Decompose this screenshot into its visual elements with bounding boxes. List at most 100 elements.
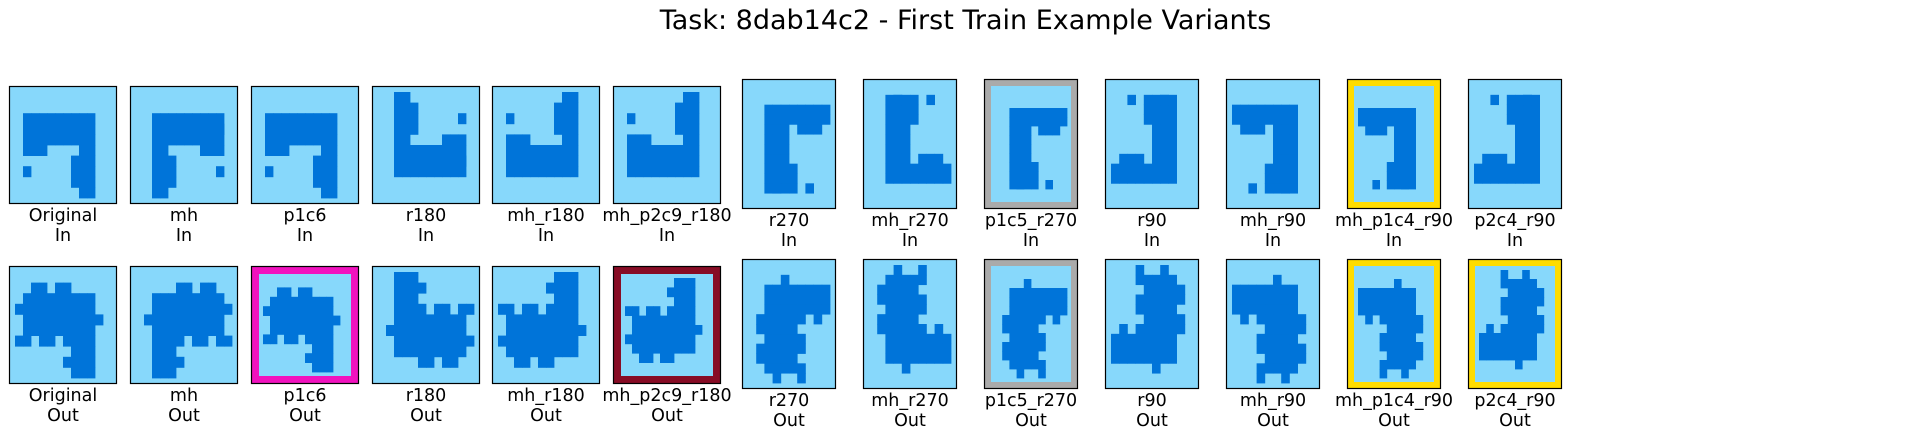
variant-panel <box>129 265 239 385</box>
grid-cell <box>562 293 571 305</box>
grid-cell <box>632 334 640 345</box>
grid-cell <box>1500 324 1509 334</box>
grid-cell <box>627 113 636 125</box>
grid-cell <box>780 314 790 325</box>
grid-cell <box>291 325 299 335</box>
grid-cell <box>646 353 654 363</box>
variant-name: p1c6 <box>283 206 327 226</box>
panel-caption: r270 Out <box>709 391 869 431</box>
grid-cell <box>554 113 563 125</box>
grid-cell <box>152 367 161 379</box>
grid-cell <box>1023 108 1032 118</box>
grid-cell <box>79 134 88 146</box>
grid-cell <box>918 153 927 165</box>
grid-cell <box>1016 369 1025 379</box>
grid-cell <box>394 134 403 146</box>
grid-cell <box>1515 144 1524 155</box>
grid-cell <box>1168 274 1177 286</box>
grid-cell <box>901 333 911 345</box>
grid-cell <box>1111 333 1120 345</box>
grid-cell <box>1507 333 1516 343</box>
grid-cell <box>216 293 225 305</box>
grid-cell <box>160 367 169 379</box>
grid-image <box>741 78 837 210</box>
grid-cell <box>312 296 320 307</box>
grid-cell <box>681 278 689 288</box>
grid-cell <box>79 166 88 178</box>
grid-cell <box>805 104 814 115</box>
grid-cell <box>797 314 806 325</box>
grid-cell <box>1536 288 1545 298</box>
grid-cell <box>570 155 579 167</box>
grid-cell <box>263 334 271 345</box>
grid-cell <box>1248 183 1257 194</box>
grid-cell <box>1152 94 1161 106</box>
panel-caption: p1c5_r270 In <box>951 211 1111 251</box>
grid-cell <box>1009 333 1017 343</box>
grid-cell <box>216 314 225 326</box>
grid-cell <box>681 287 689 298</box>
grid-cell <box>1059 297 1068 307</box>
grid-cell <box>47 314 56 326</box>
grid-cell <box>410 314 419 326</box>
grid-cell <box>1256 284 1266 295</box>
grid-cell <box>667 325 675 335</box>
grid-cell <box>1143 114 1153 125</box>
grid-cell <box>1240 124 1249 135</box>
grid-cell <box>87 346 96 358</box>
grid-cell <box>87 155 96 167</box>
grid-cell <box>1479 333 1487 343</box>
grid-cell <box>691 102 700 114</box>
grid-cell <box>200 303 209 315</box>
grid-cell <box>1038 306 1046 316</box>
grid-cell <box>942 173 952 184</box>
grid-cell <box>893 265 903 276</box>
grid-cell <box>546 356 555 368</box>
grid-cell <box>281 123 290 135</box>
grid-cell <box>918 294 927 305</box>
grid-cell <box>789 304 798 315</box>
grid-cell <box>901 274 911 286</box>
grid-cell <box>1365 306 1373 316</box>
grid-cell <box>1522 297 1530 307</box>
grid-cell <box>1401 153 1409 163</box>
grid-cell <box>313 166 322 178</box>
grid-cell <box>313 155 322 167</box>
grid-cell <box>1365 297 1373 307</box>
grid-cell <box>764 324 773 335</box>
grid-cell <box>1168 324 1177 335</box>
grid-cell <box>1031 351 1039 361</box>
grid-cell <box>1059 117 1068 127</box>
grid-cell <box>71 166 80 178</box>
grid-cell <box>410 335 419 347</box>
panel-caption: r180 In <box>346 206 506 246</box>
grid-cell <box>313 176 322 188</box>
grid-cell <box>764 114 773 125</box>
grid-cell <box>1408 297 1416 307</box>
grid-cell <box>1023 351 1032 361</box>
grid-cell <box>277 325 285 335</box>
grid-cell <box>1152 173 1161 184</box>
grid-cell <box>23 314 32 326</box>
grid-cell <box>675 155 684 167</box>
grid-cell <box>1379 126 1388 136</box>
grid-cell <box>1379 342 1388 352</box>
grid-cell <box>885 124 894 135</box>
panel-frame <box>371 265 481 385</box>
grid-cell <box>632 315 640 326</box>
grid-cell <box>184 134 193 146</box>
grid-cell <box>1401 126 1409 136</box>
grid-cell <box>39 123 48 135</box>
panel-frame <box>983 258 1079 390</box>
grid-cell <box>79 325 88 336</box>
grid-cell <box>63 314 72 326</box>
grid-cell <box>63 325 72 336</box>
grid-cell <box>168 293 177 305</box>
grid-cell <box>797 284 806 295</box>
grid-cell <box>152 346 161 358</box>
grid-cell <box>1168 173 1177 184</box>
grid-cell <box>1401 180 1409 190</box>
grid-cell <box>160 346 169 358</box>
grid-cell <box>79 303 88 315</box>
grid-cell <box>418 335 427 347</box>
